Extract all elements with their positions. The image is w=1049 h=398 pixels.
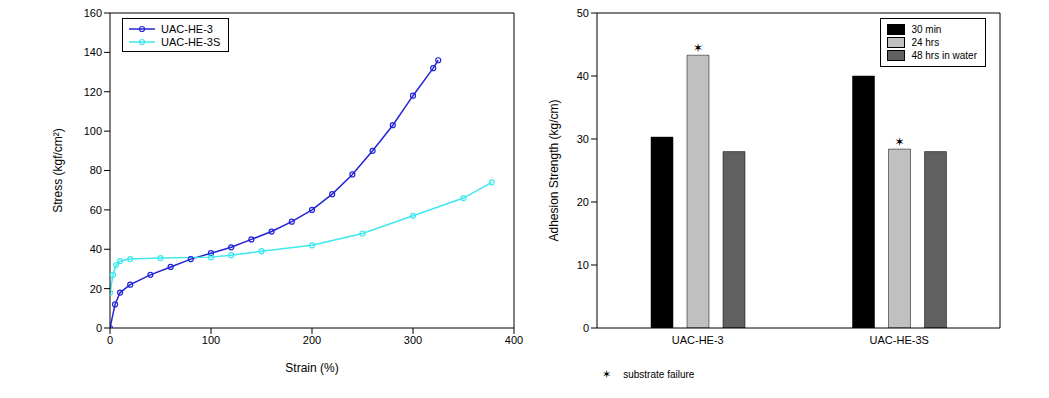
svg-text:0: 0	[583, 322, 589, 334]
svg-text:200: 200	[303, 334, 321, 346]
svg-text:Stress (kgf/cm²): Stress (kgf/cm²)	[51, 128, 65, 213]
svg-text:20: 20	[577, 196, 589, 208]
svg-text:300: 300	[404, 334, 422, 346]
svg-text:Strain (%): Strain (%)	[285, 361, 338, 375]
svg-text:✶: ✶	[693, 41, 703, 55]
svg-text:0: 0	[96, 322, 102, 334]
svg-text:20: 20	[90, 283, 102, 295]
svg-text:80: 80	[90, 164, 102, 176]
svg-text:0: 0	[107, 334, 113, 346]
svg-text:UAC-HE-3S: UAC-HE-3S	[870, 334, 929, 346]
svg-text:✶: ✶	[894, 135, 904, 149]
svg-text:100: 100	[202, 334, 220, 346]
svg-text:40: 40	[90, 243, 102, 255]
svg-text:40: 40	[577, 70, 589, 82]
svg-text:400: 400	[505, 334, 523, 346]
html-text:UAC-HE-3S: UAC-HE-3S	[161, 35, 221, 48]
html-text:substrate failure: substrate failure	[623, 369, 695, 380]
svg-text:160: 160	[84, 7, 102, 19]
html-text:48 hrs in water: 48 hrs in water	[911, 50, 977, 61]
html-text:24 hrs: 24 hrs	[911, 37, 940, 48]
html-text:UAC-HE-3: UAC-HE-3	[161, 22, 213, 35]
svg-text:10: 10	[577, 259, 589, 271]
svg-text:50: 50	[577, 7, 589, 19]
svg-text:140: 140	[84, 46, 102, 58]
html-text:30 min: 30 min	[911, 24, 942, 35]
svg-text:30: 30	[577, 133, 589, 145]
svg-text:100: 100	[84, 125, 102, 137]
svg-text:UAC-HE-3: UAC-HE-3	[672, 334, 724, 346]
svg-text:60: 60	[90, 204, 102, 216]
svg-text:120: 120	[84, 86, 102, 98]
svg-text:Adhesion Strength (kg/cm): Adhesion Strength (kg/cm)	[547, 99, 561, 241]
